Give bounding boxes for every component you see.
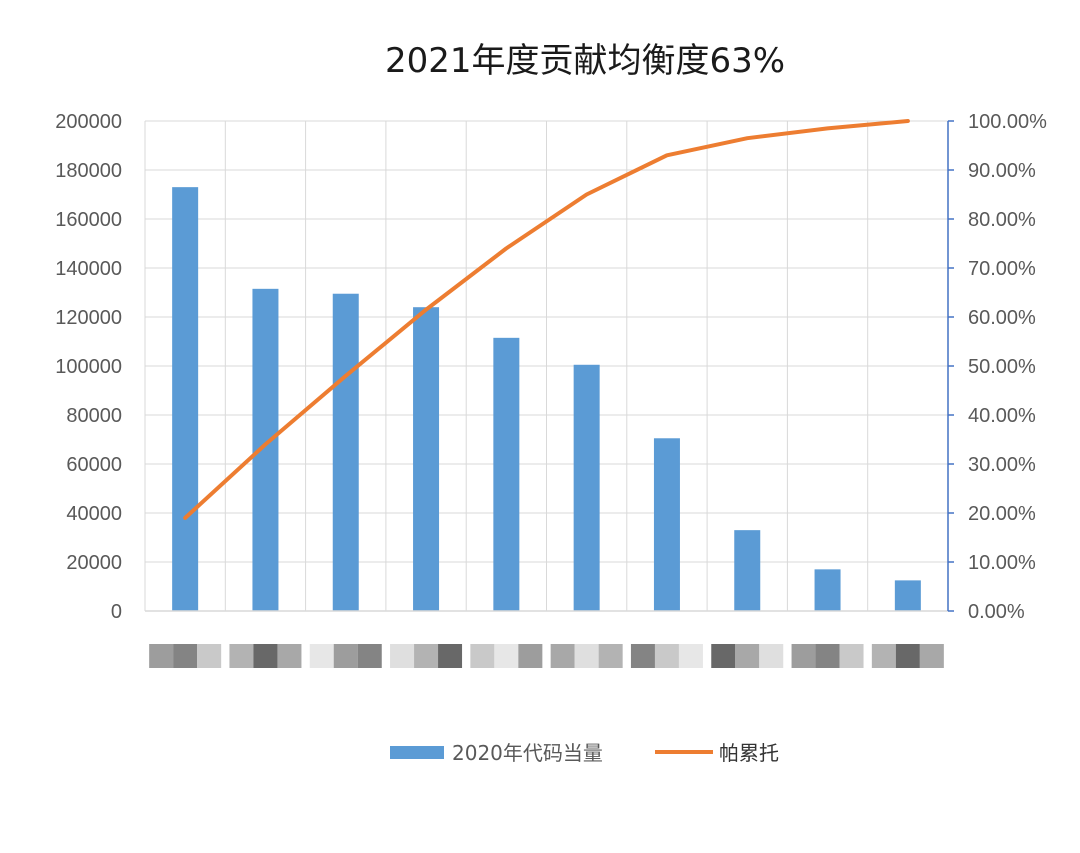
redacted-block [550, 644, 575, 668]
redacted-block [197, 644, 222, 668]
bar [493, 337, 520, 611]
left-tick-label: 120000 [55, 307, 122, 329]
left-tick-label: 0 [111, 601, 122, 623]
redacted-block [630, 644, 655, 668]
category-label-redacted [711, 644, 784, 668]
redacted-block [735, 644, 760, 668]
redacted-block [414, 644, 439, 668]
bar [413, 307, 440, 611]
right-tick-label: 10.00% [968, 552, 1036, 574]
redacted-block [229, 644, 254, 668]
redacted-block [357, 644, 382, 668]
legend-label-bar: 2020年代码当量 [452, 741, 603, 765]
category-label-redacted [550, 644, 623, 668]
chart-title: 2021年度贡献均衡度63% [385, 41, 785, 81]
redacted-block [678, 644, 703, 668]
bar [894, 580, 921, 611]
legend-label-line: 帕累托 [719, 741, 779, 765]
right-tick-label: 20.00% [968, 503, 1036, 525]
redacted-block [149, 644, 174, 668]
bar [814, 569, 841, 611]
redacted-block [711, 644, 736, 668]
redacted-block [919, 644, 944, 668]
redacted-block [277, 644, 302, 668]
redacted-block [333, 644, 358, 668]
redacted-block [839, 644, 864, 668]
legend-swatch-bar [390, 746, 444, 759]
redacted-block [173, 644, 198, 668]
legend: 2020年代码当量 帕累托 [390, 741, 779, 765]
line-series [183, 119, 910, 520]
right-tick-label: 40.00% [968, 405, 1036, 427]
redacted-block [759, 644, 784, 668]
redacted-block [309, 644, 334, 668]
left-tick-label: 80000 [66, 405, 122, 427]
pareto-line [183, 119, 910, 520]
category-label-redacted [871, 644, 944, 668]
right-axis-ticks: 0.00% 10.00% 20.00% 30.00% 40.00% 50.00% 60.00… [968, 111, 1047, 623]
redacted-block [574, 644, 599, 668]
left-tick-label: 100000 [55, 356, 122, 378]
redacted-block [518, 644, 543, 668]
left-tick-label: 180000 [55, 160, 122, 182]
redacted-block [390, 644, 415, 668]
right-tick-label: 80.00% [968, 209, 1036, 231]
category-label-redacted [470, 644, 543, 668]
right-tick-label: 50.00% [968, 356, 1036, 378]
bar [252, 288, 279, 611]
left-axis-ticks: 0 20000 40000 60000 80000 100000 120000 140000 1… [55, 111, 122, 623]
redacted-block [654, 644, 679, 668]
bar [172, 187, 199, 611]
redacted-block [253, 644, 278, 668]
right-tick-label: 70.00% [968, 258, 1036, 280]
left-tick-label: 40000 [66, 503, 122, 525]
right-tick-label: 100.00% [968, 111, 1047, 133]
category-labels-blurred [149, 644, 944, 668]
redacted-block [470, 644, 495, 668]
redacted-block [871, 644, 896, 668]
left-tick-label: 140000 [55, 258, 122, 280]
bar-series [172, 187, 921, 611]
left-tick-label: 200000 [55, 111, 122, 133]
bar [734, 530, 761, 611]
category-label-redacted [390, 644, 463, 668]
bar [573, 364, 600, 611]
bar [332, 293, 359, 611]
redacted-block [438, 644, 463, 668]
axes [145, 120, 954, 612]
category-label-redacted [791, 644, 864, 668]
left-tick-label: 60000 [66, 454, 122, 476]
right-tick-label: 90.00% [968, 160, 1036, 182]
redacted-block [494, 644, 519, 668]
redacted-block [895, 644, 920, 668]
category-label-redacted [309, 644, 382, 668]
redacted-block [598, 644, 623, 668]
redacted-block [815, 644, 840, 668]
left-tick-label: 160000 [55, 209, 122, 231]
right-tick-label: 0.00% [968, 601, 1025, 623]
right-tick-label: 60.00% [968, 307, 1036, 329]
right-tick-label: 30.00% [968, 454, 1036, 476]
category-label-redacted [229, 644, 302, 668]
category-label-redacted [149, 644, 222, 668]
bar [653, 438, 680, 611]
left-tick-label: 20000 [66, 552, 122, 574]
category-label-redacted [630, 644, 703, 668]
redacted-block [791, 644, 816, 668]
